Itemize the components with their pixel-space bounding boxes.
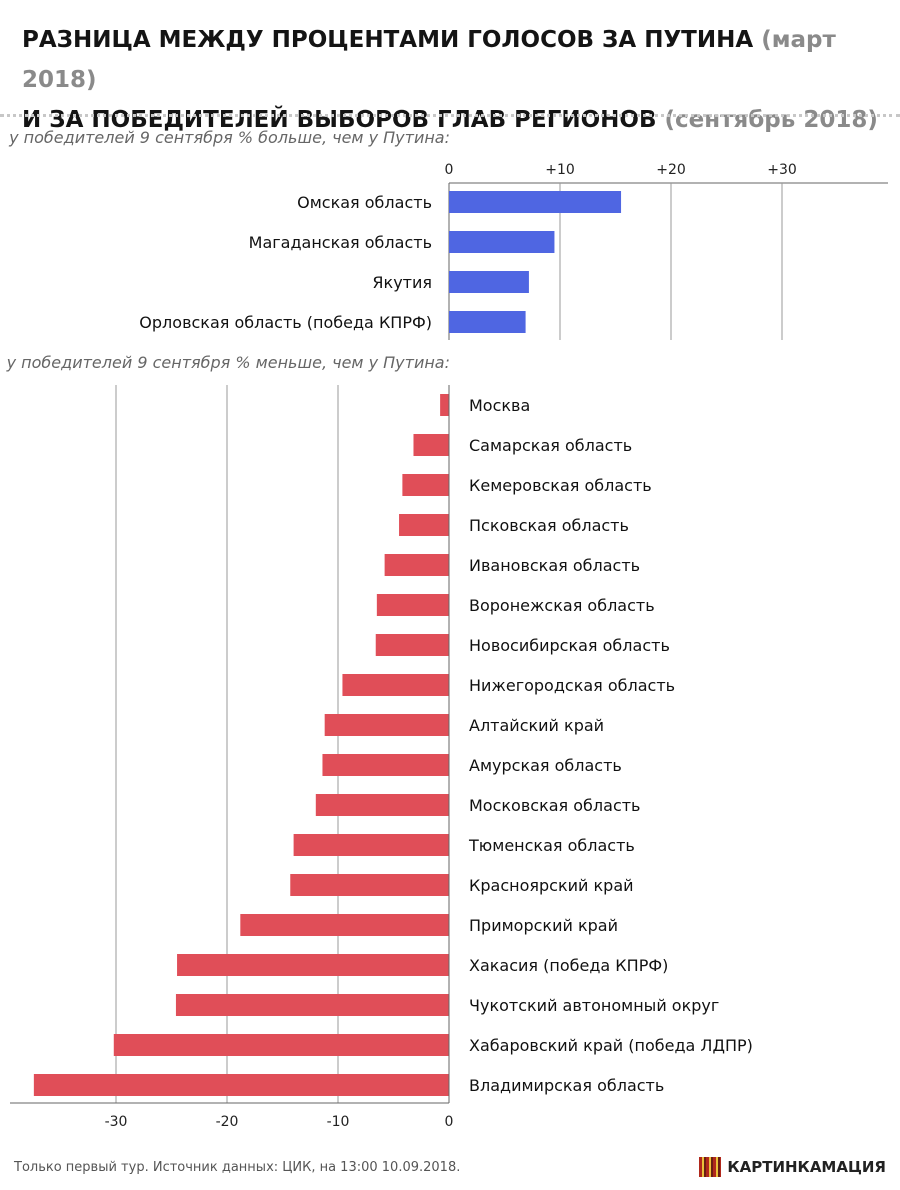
negative-category-label: Нижегородская область [469, 676, 675, 695]
negative-tick-label: 0 [445, 1114, 454, 1130]
positive-category-label: Якутия [372, 273, 432, 292]
negative-bar [376, 594, 449, 616]
negative-category-label: Псковская область [469, 516, 629, 535]
negative-category-label: Самарская область [469, 436, 632, 455]
negative-bar [240, 914, 449, 936]
negative-bar [175, 994, 449, 1016]
negative-category-label: Ивановская область [469, 556, 640, 575]
negative-bar [413, 434, 449, 456]
positive-category-label: Омская область [297, 193, 432, 212]
negative-tick-label: -30 [105, 1114, 128, 1130]
positive-bar [449, 231, 555, 253]
brand-name: КАРТИНКАМАЦИЯ [727, 1158, 886, 1176]
negative-bar [177, 954, 450, 976]
negative-bar [384, 554, 449, 576]
negative-bar [375, 634, 449, 656]
negative-category-label: Алтайский край [469, 716, 604, 735]
positive-bar [449, 271, 529, 293]
negative-category-label: Хакасия (победа КПРФ) [469, 956, 668, 975]
dotted-divider [0, 114, 900, 117]
negative-bar [322, 754, 449, 776]
negative-category-label: Москва [469, 396, 530, 415]
positive-tick-label: +20 [656, 162, 686, 178]
negative-bar [342, 674, 449, 696]
negative-category-label: Новосибирская область [469, 636, 670, 655]
negative-category-label: Хабаровский край (победа ЛДПР) [469, 1036, 753, 1055]
negative-bar [290, 874, 449, 896]
negative-bar [402, 474, 449, 496]
negative-bar [113, 1034, 449, 1056]
title-line-1-date: (март 2018) [22, 27, 836, 93]
negative-category-label: Амурская область [469, 756, 622, 775]
negative-chart-subtitle: у победителей 9 сентября % меньше, чем у… [6, 353, 450, 372]
title-line-1: РАЗНИЦА МЕЖДУ ПРОЦЕНТАМИ ГОЛОСОВ ЗА ПУТИ… [22, 20, 882, 100]
negative-category-label: Красноярский край [469, 876, 634, 895]
positive-category-label: Магаданская область [249, 233, 432, 252]
positive-bar [449, 191, 622, 213]
title-line-1-main: РАЗНИЦА МЕЖДУ ПРОЦЕНТАМИ ГОЛОСОВ ЗА ПУТИ… [22, 27, 754, 53]
positive-tick-label: 0 [445, 162, 454, 178]
negative-category-label: Тюменская область [468, 836, 635, 855]
positive-bar [449, 311, 526, 333]
negative-bar [293, 834, 449, 856]
title-line-2: И ЗА ПОБЕДИТЕЛЕЙ ВЫБОРОВ ГЛАВ РЕГИОНОВ (… [22, 100, 882, 140]
positive-tick-label: +30 [767, 162, 797, 178]
negative-bar [33, 1074, 450, 1096]
source-note: Только первый тур. Источник данных: ЦИК,… [14, 1160, 461, 1175]
negative-bar [324, 714, 449, 736]
chart-title: РАЗНИЦА МЕЖДУ ПРОЦЕНТАМИ ГОЛОСОВ ЗА ПУТИ… [22, 20, 882, 140]
negative-category-label: Московская область [469, 796, 640, 815]
brand: КАРТИНКАМАЦИЯ [699, 1157, 886, 1177]
title-line-2-main: И ЗА ПОБЕДИТЕЛЕЙ ВЫБОРОВ ГЛАВ РЕГИОНОВ [22, 107, 657, 133]
positive-chart-subtitle: у победителей 9 сентября % больше, чем у… [9, 128, 450, 147]
negative-category-label: Кемеровская область [469, 476, 652, 495]
brand-logo-icon [699, 1157, 722, 1177]
positive-tick-label: +10 [545, 162, 575, 178]
negative-tick-label: -10 [327, 1114, 350, 1130]
title-line-2-date: (сентябрь 2018) [664, 107, 878, 133]
negative-category-label: Приморский край [469, 916, 618, 935]
negative-bar [315, 794, 449, 816]
positive-category-label: Орловская область (победа КПРФ) [139, 313, 432, 332]
negative-tick-label: -20 [216, 1114, 239, 1130]
negative-bar [440, 394, 449, 416]
negative-category-label: Чукотский автономный округ [469, 996, 719, 1015]
negative-category-label: Владимирская область [469, 1076, 664, 1095]
negative-bar [399, 514, 449, 536]
negative-category-label: Воронежская область [469, 596, 655, 615]
